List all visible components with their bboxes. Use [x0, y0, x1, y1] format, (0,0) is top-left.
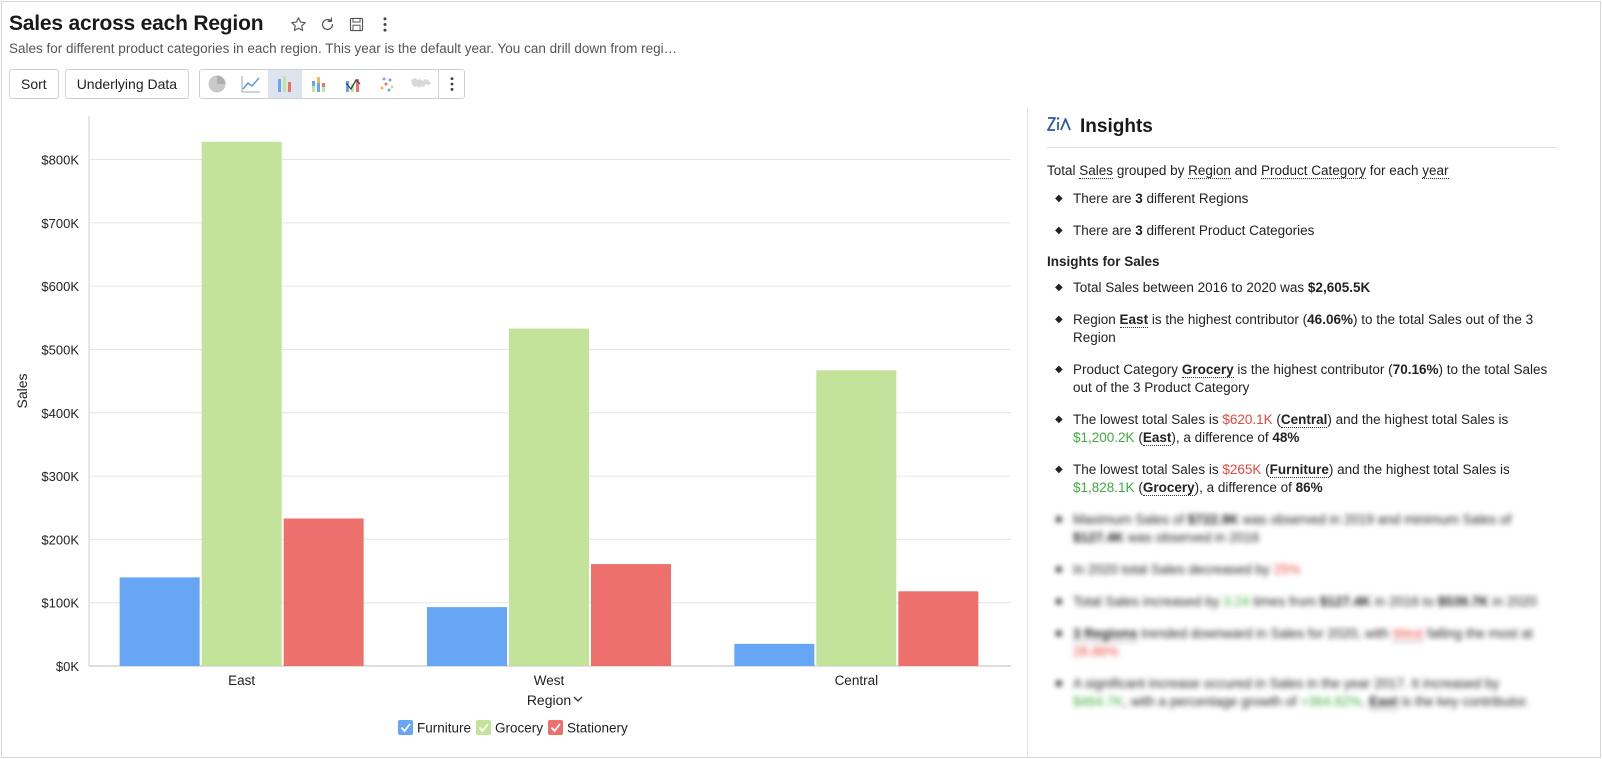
category-furniture-link[interactable]: Furniture [1269, 462, 1329, 478]
bar-chart-icon[interactable] [268, 70, 303, 98]
bar-furniture-east[interactable] [119, 577, 200, 666]
check-icon [478, 723, 489, 733]
insights-title: Insights [1080, 115, 1153, 137]
list-item: There are 3 different Product Categories [1047, 222, 1557, 240]
report-toolbar: Sort Underlying Data [9, 69, 466, 99]
chart-types-more-icon[interactable] [438, 70, 464, 98]
list-item: Total Sales between 2016 to 2020 was $2,… [1047, 279, 1557, 297]
insights-fade-overlay [1047, 719, 1557, 757]
check-icon [400, 723, 411, 733]
bar-furniture-central[interactable] [734, 643, 815, 666]
intro-text: for each [1366, 163, 1423, 178]
x-tick-label: Central [835, 673, 879, 688]
stacked-bar-icon[interactable] [302, 70, 336, 98]
list-item: Product Category Grocery is the highest … [1047, 361, 1557, 397]
bar-grocery-west[interactable] [509, 328, 589, 666]
y-tick-label: $400K [41, 406, 79, 421]
category-grocery-link[interactable]: Grocery [1181, 362, 1234, 378]
list-item: Total Sales increased by 3.24 times from… [1047, 593, 1557, 611]
y-axis-label: Sales [14, 373, 30, 408]
report-description: Sales for different product categories i… [9, 41, 678, 56]
bar-stationery-central[interactable] [898, 591, 979, 666]
y-tick-label: $500K [41, 342, 79, 357]
insights-panel: Insights Total Sales grouped by Region a… [1047, 108, 1557, 757]
y-tick-label: $700K [41, 216, 79, 231]
legend-item-furniture[interactable]: Furniture [398, 720, 471, 736]
chevron-down-icon[interactable] [573, 696, 583, 702]
bar-stationery-east[interactable] [283, 518, 364, 666]
star-icon[interactable] [289, 15, 307, 33]
list-item: Maximum Sales of $722.9K was observed in… [1047, 511, 1557, 547]
chart-type-switcher [199, 69, 466, 99]
y-tick-label: $300K [41, 469, 79, 484]
intro-year-link[interactable]: year [1422, 163, 1449, 179]
legend-label: Furniture [417, 721, 471, 736]
y-tick-label: $800K [41, 153, 79, 168]
intro-text: and [1230, 163, 1261, 178]
map-chart-icon[interactable] [404, 70, 438, 98]
insights-header: Insights [1047, 108, 1557, 148]
y-tick-label: $100K [41, 596, 79, 611]
region-east-link[interactable]: East [1142, 430, 1172, 446]
zia-insights-icon [1047, 114, 1071, 139]
legend-label: Stationery [567, 721, 628, 736]
check-icon [550, 723, 561, 733]
insights-intro: Total Sales grouped by Region and Produc… [1047, 162, 1557, 180]
region-east-link[interactable]: East [1119, 312, 1149, 328]
list-item: The lowest total Sales is $620.1K (Centr… [1047, 411, 1557, 447]
category-grocery-link[interactable]: Grocery [1142, 480, 1195, 496]
legend-item-grocery[interactable]: Grocery [476, 720, 543, 736]
bar-stationery-west[interactable] [591, 564, 671, 666]
legend-checkbox[interactable] [398, 720, 413, 735]
report-title: Sales across each Region [9, 12, 264, 35]
legend-item-stationery[interactable]: Stationery [548, 720, 628, 736]
refresh-icon[interactable] [318, 15, 336, 33]
region-central-link[interactable]: Central [1280, 412, 1328, 428]
list-item: In 2020 total Sales decreased by 25% [1047, 561, 1557, 579]
intro-text: Total [1047, 163, 1080, 178]
intro-category-link[interactable]: Product Category [1260, 163, 1366, 179]
x-tick-label: East [228, 673, 255, 688]
x-tick-label: West [534, 673, 565, 688]
general-insights-list: There are 3 different Regions There are … [1047, 190, 1557, 240]
list-item: A significant increase occured in Sales … [1047, 675, 1557, 711]
intro-sales-link[interactable]: Sales [1079, 163, 1114, 179]
y-tick-label: $0K [56, 659, 79, 674]
legend-checkbox[interactable] [476, 720, 491, 735]
list-item: Region East is the highest contributor (… [1047, 311, 1557, 347]
line-chart-icon[interactable] [234, 70, 268, 98]
intro-region-link[interactable]: Region [1188, 163, 1231, 179]
list-item: 3 Regions trended downward in Sales for … [1047, 625, 1557, 661]
underlying-data-button[interactable]: Underlying Data [64, 69, 190, 99]
pie-chart-icon[interactable] [200, 70, 234, 98]
list-item: The lowest total Sales is $265K (Furnitu… [1047, 461, 1557, 497]
y-tick-label: $200K [41, 532, 79, 547]
bar-furniture-west[interactable] [427, 607, 507, 666]
more-vertical-icon[interactable] [376, 15, 394, 33]
combo-chart-icon[interactable] [336, 70, 370, 98]
scatter-chart-icon[interactable] [370, 70, 404, 98]
sales-insights-list: Total Sales between 2016 to 2020 was $2,… [1047, 279, 1557, 497]
legend-label: Grocery [495, 721, 543, 736]
panel-divider [1027, 108, 1028, 757]
intro-text: grouped by [1113, 163, 1189, 178]
bar-grocery-central[interactable] [816, 370, 897, 666]
save-icon[interactable] [347, 15, 365, 33]
x-axis-label[interactable]: Region [527, 692, 571, 708]
x-axis-title[interactable]: Region [527, 692, 583, 708]
sort-button[interactable]: Sort [9, 69, 59, 99]
legend-checkbox[interactable] [548, 720, 563, 735]
y-tick-label: $600K [41, 279, 79, 294]
bar-chart: $0K $100K $200K $300K $400K $500K $600K $700K $8… [14, 116, 1011, 736]
list-item: There are 3 different Regions [1047, 190, 1557, 208]
bar-grocery-east[interactable] [201, 141, 282, 667]
chart-area: $0K $100K $200K $300K $400K $500K $600K $700K $8… [2, 108, 1027, 757]
locked-insights-list: Maximum Sales of $722.9K was observed in… [1047, 511, 1557, 711]
report-header: Sales across each Region Sales for diffe… [9, 12, 677, 56]
insights-for-sales-heading: Insights for Sales [1047, 254, 1160, 269]
